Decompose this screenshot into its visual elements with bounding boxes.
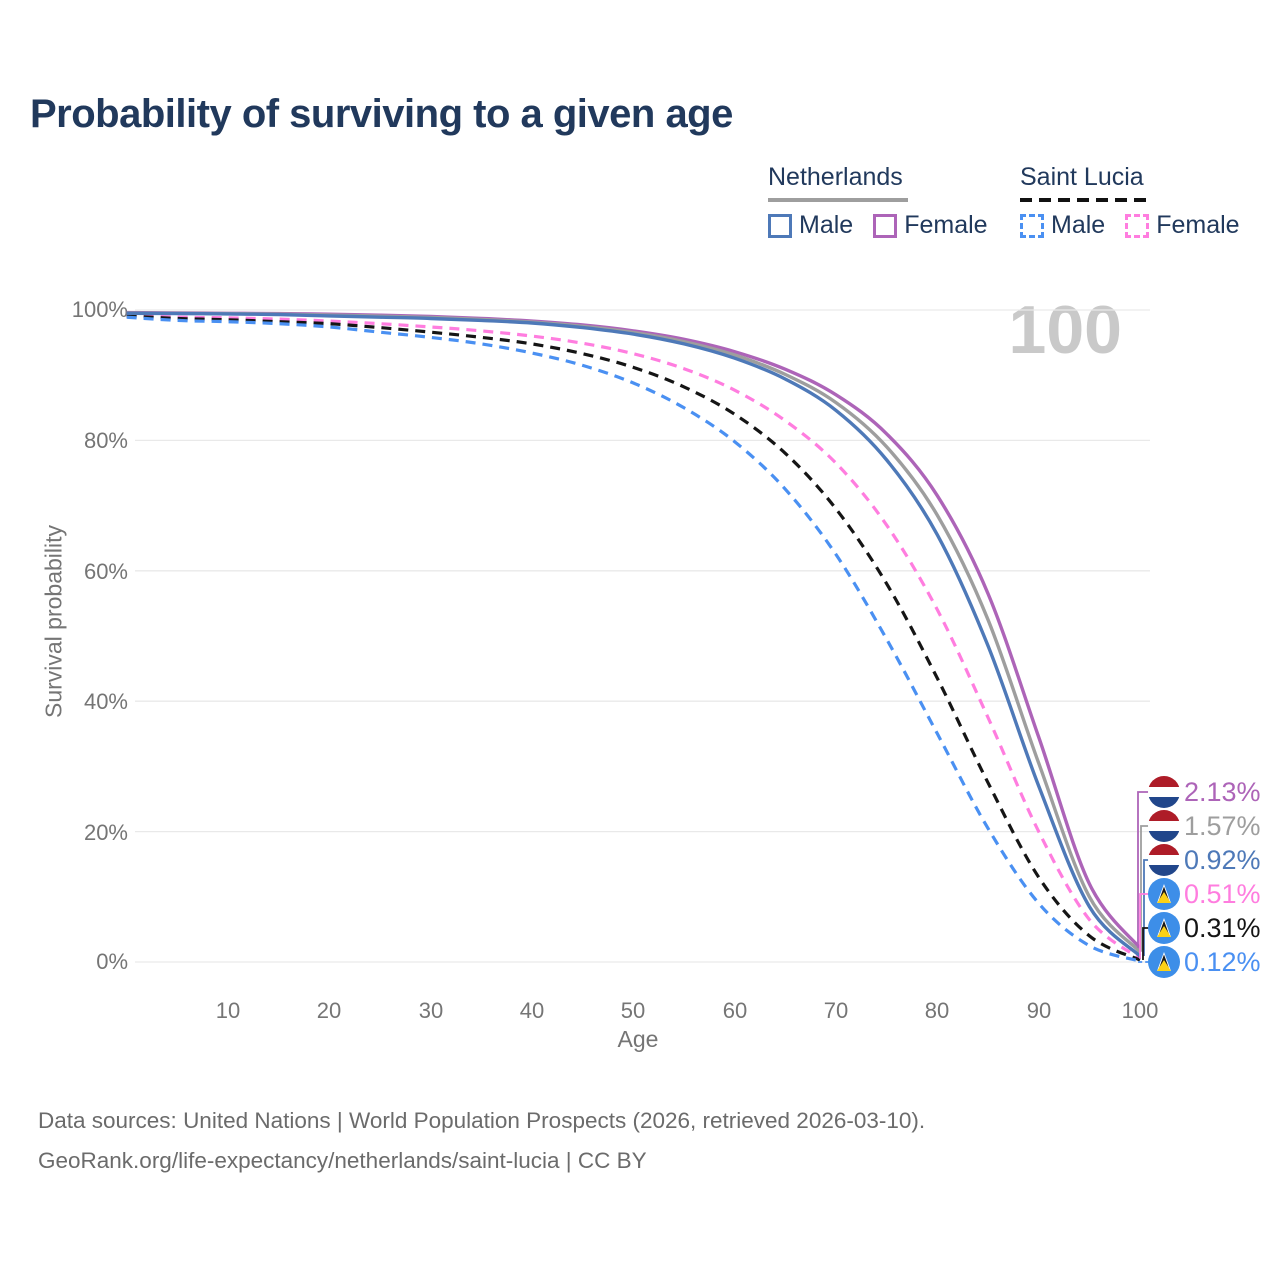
y-tick: 20% [83, 820, 128, 845]
curve-saint-lucia [126, 314, 1141, 962]
x-tick: 40 [519, 998, 545, 1023]
legend-swatch-saint-lucia-male [1020, 213, 1044, 238]
legend-group-saint-lucia: Saint Lucia Male Female [1020, 163, 1240, 240]
page-title: Probability of surviving to a given age [30, 92, 733, 136]
end-label-saint-lucia: 0.31% [1148, 911, 1261, 945]
legend-group-netherlands: Netherlands Male Female [768, 163, 988, 240]
y-tick: 0% [96, 949, 128, 974]
x-tick: 30 [418, 998, 444, 1023]
x-tick: 20 [316, 998, 342, 1023]
legend-item-netherlands-female[interactable]: Female [873, 211, 988, 240]
curve-netherlands-male [126, 311, 1142, 958]
footer-data-sources: Data sources: United Nations | World Pop… [38, 1108, 926, 1133]
curve-saint-lucia-female [126, 313, 1141, 960]
x-tick: 80 [924, 998, 950, 1023]
end-label-netherlands-male: 0.92% [1148, 843, 1261, 877]
end-value: 0.51% [1184, 878, 1261, 909]
footer-attribution-link[interactable]: GeoRank.org/life-expectancy/netherlands/… [38, 1148, 647, 1173]
end-connector-saint-lucia [1142, 927, 1150, 960]
legend-underline-solid [768, 198, 908, 202]
y-tick: 40% [83, 689, 128, 714]
legend-swatch-netherlands-male [768, 213, 792, 238]
x-tick: 90 [1026, 998, 1052, 1023]
x-tick: 70 [823, 998, 849, 1023]
legend-header-saint-lucia: Saint Lucia [1020, 163, 1144, 191]
saint-lucia-flag-icon [1148, 878, 1180, 910]
x-tick: 50 [620, 998, 646, 1023]
legend-label: Female [904, 211, 988, 239]
curve-netherlands [126, 311, 1142, 953]
saint-lucia-flag-icon [1148, 946, 1180, 978]
end-label-saint-lucia-male: 0.12% [1148, 945, 1261, 979]
netherlands-flag-icon [1148, 844, 1180, 876]
legend-item-saint-lucia-male[interactable]: Male [1020, 211, 1105, 240]
netherlands-flag-icon [1148, 776, 1180, 808]
end-label-saint-lucia-female: 0.51% [1148, 877, 1261, 911]
end-value: 0.12% [1184, 946, 1261, 977]
legend-swatch-saint-lucia-female [1125, 213, 1150, 238]
survival-chart-plot [126, 309, 1150, 963]
x-tick: 60 [722, 998, 748, 1023]
end-connector-saint-lucia-female [1139, 893, 1150, 959]
legend-item-saint-lucia-female[interactable]: Female [1125, 211, 1240, 240]
legend-label: Female [1156, 211, 1240, 239]
y-tick: 100% [71, 297, 128, 322]
y-tick: 60% [83, 559, 128, 584]
legend-header-netherlands: Netherlands [768, 163, 903, 191]
legend-label: Male [1051, 211, 1106, 239]
legend-underline-dashed [1020, 198, 1146, 202]
end-connector-saint-lucia-male [1138, 961, 1150, 963]
x-tick: 100 [1121, 998, 1159, 1023]
curve-saint-lucia-male [126, 315, 1141, 963]
end-label-netherlands: 1.57% [1148, 809, 1261, 843]
age-watermark: 100 [1008, 292, 1122, 368]
end-label-netherlands-female: 2.13% [1148, 775, 1261, 809]
end-connector-netherlands [1140, 825, 1150, 952]
end-value: 1.57% [1184, 810, 1261, 841]
legend-item-netherlands-male[interactable]: Male [768, 211, 853, 240]
x-tick: 10 [215, 998, 241, 1023]
y-tick: 80% [83, 428, 128, 453]
end-value: 0.31% [1184, 912, 1261, 943]
legend-swatch-netherlands-female [873, 213, 898, 238]
end-value: 0.92% [1184, 844, 1261, 875]
end-value: 2.13% [1184, 776, 1261, 807]
legend-label: Male [799, 211, 854, 239]
netherlands-flag-icon [1148, 810, 1180, 842]
saint-lucia-flag-icon [1148, 912, 1180, 944]
end-connector-netherlands-female [1137, 791, 1150, 949]
x-axis-title: Age [617, 1026, 659, 1052]
curve-netherlands-female [126, 310, 1142, 950]
